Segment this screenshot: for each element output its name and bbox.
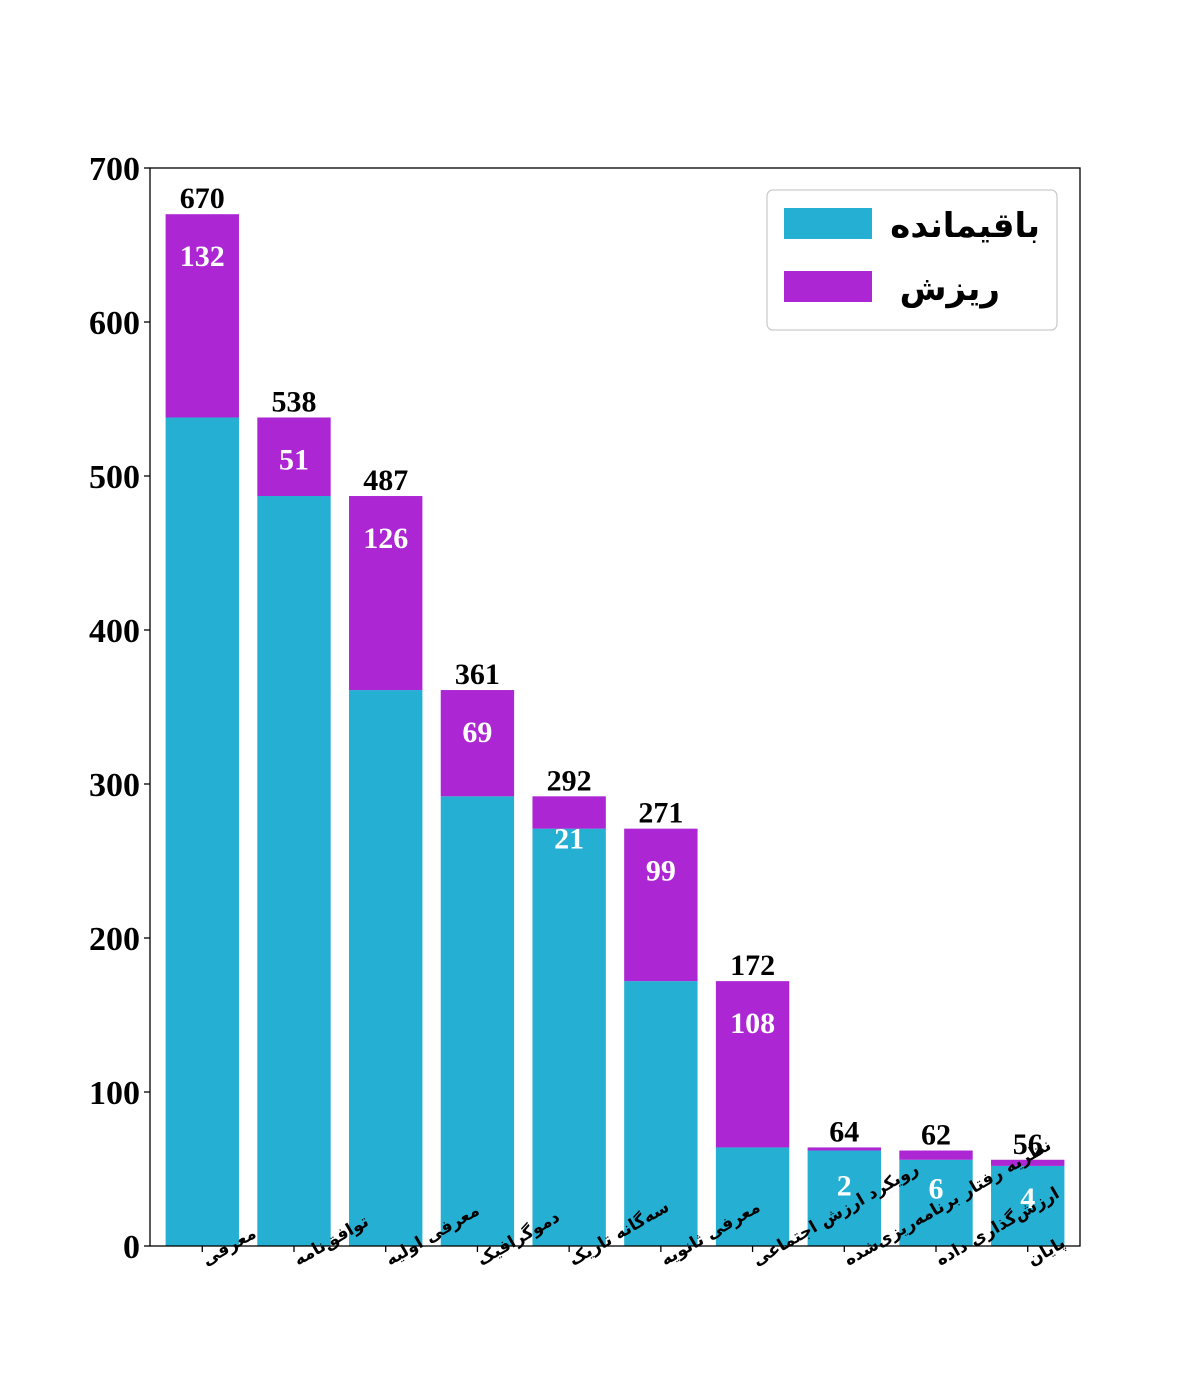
legend: باقیمانده ریزش (766, 189, 1058, 331)
y-tick-label: 400 (89, 613, 140, 650)
total-label: 64 (829, 1115, 859, 1148)
y-axis: 0 100 200 300 400 500 600 700 (89, 151, 150, 1266)
total-label: 361 (455, 658, 500, 691)
bar-remaining (349, 690, 423, 1246)
total-label: 487 (363, 464, 408, 497)
bar-dropout (807, 1147, 881, 1151)
bar-dropout (532, 796, 606, 829)
legend-label-remaining: باقیمانده (890, 206, 1040, 246)
bar-remaining (715, 1147, 790, 1246)
legend-label-dropout: ریزش (900, 269, 1000, 309)
dropout-label: 132 (180, 240, 225, 273)
y-tick-label: 100 (89, 1075, 140, 1112)
total-label: 670 (180, 182, 225, 215)
dropout-label: 6 (929, 1173, 944, 1206)
bar-remaining (440, 796, 515, 1246)
total-label: 538 (271, 385, 316, 418)
dropout-label: 126 (363, 522, 408, 555)
bar-dropout (715, 981, 790, 1148)
bar-remaining (257, 496, 331, 1246)
bar-dropout (349, 496, 423, 691)
dropout-label: 69 (462, 716, 492, 749)
bars-layer (165, 214, 1065, 1247)
y-tick-label: 600 (89, 305, 140, 342)
dropout-label: 51 (279, 443, 309, 476)
y-tick-label: 0 (123, 1229, 140, 1266)
plot-frame (149, 167, 1081, 1247)
total-label: 56 (1013, 1128, 1043, 1161)
bar-dropout (165, 214, 239, 418)
total-label: 62 (921, 1119, 951, 1152)
dropout-label: 2 (837, 1169, 852, 1202)
legend-swatch-remaining (784, 208, 872, 239)
total-label: 271 (638, 797, 683, 830)
y-tick-label: 200 (89, 921, 140, 958)
total-label: 292 (547, 764, 592, 797)
bar-remaining (624, 981, 698, 1246)
bar-remaining (165, 417, 239, 1247)
bar-remaining (807, 1150, 881, 1246)
dropout-label: 108 (730, 1007, 775, 1040)
dropout-label: 4 (1020, 1182, 1035, 1215)
y-tick-label: 500 (89, 459, 140, 496)
total-label: 172 (730, 949, 775, 982)
bar-remaining (899, 1159, 973, 1246)
bar-remaining (532, 828, 606, 1246)
bar-dropout (440, 690, 515, 797)
bar-dropout (257, 417, 331, 497)
legend-swatch-dropout (784, 271, 872, 302)
dropout-label: 99 (646, 855, 676, 888)
bar-dropout (991, 1159, 1065, 1166)
bar-dropout (624, 828, 698, 982)
y-tick-label: 300 (89, 767, 140, 804)
bar-remaining (991, 1165, 1065, 1246)
value-labels-layer: 6701325385148712636169292212719917210864… (180, 182, 1043, 1215)
dropout-label: 21 (554, 823, 584, 856)
y-tick-label: 700 (89, 151, 140, 188)
bar-dropout (899, 1150, 973, 1160)
